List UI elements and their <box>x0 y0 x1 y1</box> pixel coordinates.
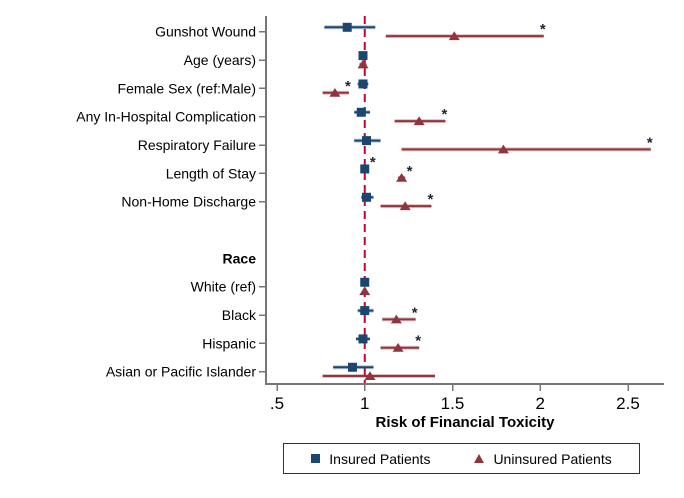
category-label: Length of Stay <box>166 165 256 181</box>
marker-insured-square <box>362 192 372 202</box>
significance-asterisk: * <box>540 21 546 38</box>
marker-uninsured-triangle <box>364 371 376 381</box>
marker-uninsured-triangle <box>359 286 371 296</box>
marker-insured-square <box>360 306 370 316</box>
marker-insured-square <box>358 79 368 89</box>
marker-insured-square <box>347 362 357 372</box>
marker-insured-square <box>342 22 352 32</box>
category-label: Non-Home Discharge <box>121 194 256 210</box>
legend: Insured Patients Uninsured Patients <box>283 443 640 474</box>
x-tick-label: 2 <box>536 394 545 413</box>
marker-uninsured-triangle <box>497 144 509 154</box>
x-axis-title: Risk of Financial Toxicity <box>376 414 556 431</box>
significance-asterisk: * <box>415 333 421 350</box>
marker-insured-square <box>360 164 370 174</box>
legend-label-uninsured: Uninsured Patients <box>493 450 612 467</box>
x-tick-label: 1.5 <box>441 394 465 413</box>
category-label: Gunshot Wound <box>155 24 256 40</box>
significance-asterisk: * <box>370 154 376 171</box>
significance-asterisk: * <box>412 304 418 321</box>
category-label: Asian or Pacific Islander <box>106 364 257 380</box>
category-label: Age (years) <box>184 52 256 68</box>
square-icon <box>311 454 321 463</box>
x-tick-label: .5 <box>270 394 284 413</box>
x-tick-label: 2.5 <box>616 394 640 413</box>
x-tick-label: 1 <box>360 394 369 413</box>
significance-asterisk: * <box>442 106 448 123</box>
plot-canvas: .5 1 1.5 2 2.5 Gunshot Wound * Age (years) Femal… <box>76 16 664 431</box>
category-label: Any In-Hospital Complication <box>76 109 256 125</box>
category-label: Hispanic <box>202 335 256 351</box>
marker-uninsured-triangle <box>357 59 369 69</box>
marker-uninsured-triangle <box>396 172 408 182</box>
significance-asterisk: * <box>345 78 351 95</box>
marker-uninsured-triangle <box>413 116 425 126</box>
category-label: Race <box>223 250 257 266</box>
marker-insured-square <box>358 51 368 61</box>
marker-insured-square <box>356 107 366 117</box>
marker-uninsured-triangle <box>390 314 402 324</box>
legend-item-uninsured: Uninsured Patients <box>474 450 612 467</box>
marker-insured-square <box>360 277 370 287</box>
triangle-icon <box>474 454 485 463</box>
category-label: Respiratory Failure <box>138 137 256 153</box>
significance-asterisk: * <box>428 191 434 208</box>
significance-asterisk: * <box>647 134 653 151</box>
significance-asterisk: * <box>407 163 413 180</box>
marker-insured-square <box>358 334 368 344</box>
category-label: Female Sex (ref:Male) <box>118 80 256 96</box>
category-label: White (ref) <box>191 279 256 295</box>
category-label: Black <box>222 307 257 323</box>
legend-item-insured: Insured Patients <box>311 451 430 467</box>
legend-label-insured: Insured Patients <box>329 450 431 467</box>
marker-uninsured-triangle <box>392 342 404 352</box>
marker-uninsured-triangle <box>329 87 341 97</box>
marker-uninsured-triangle <box>399 201 411 211</box>
marker-uninsured-triangle <box>448 31 460 41</box>
marker-insured-square <box>362 136 372 146</box>
